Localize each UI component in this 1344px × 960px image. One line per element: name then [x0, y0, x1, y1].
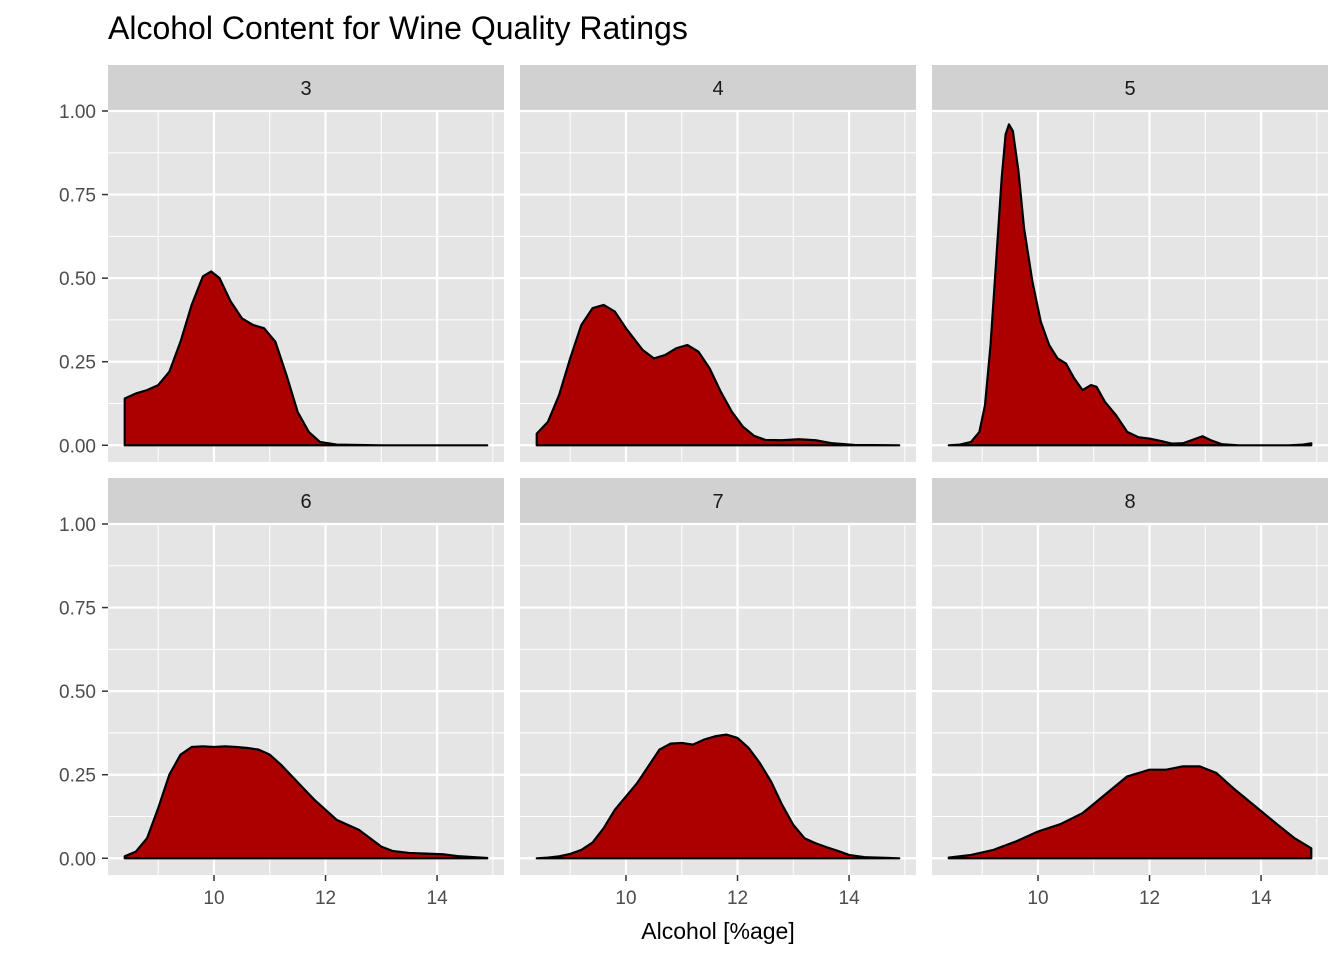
x-tick-label: 12: [1139, 888, 1160, 909]
facet-strip-label: 5: [1124, 78, 1135, 100]
facet-panel-6: 6 0.00 0.25 0.50 0.75 1.00 10 12 14: [59, 478, 504, 909]
facet-panel-5: 5: [932, 65, 1328, 462]
density-area: [535, 733, 901, 860]
facet-strip-label: 3: [300, 78, 311, 100]
facet-panel-4: 4: [520, 65, 916, 462]
x-axis-label: Alcohol [%age]: [641, 918, 794, 944]
density-area: [123, 745, 489, 860]
facet-strip: [520, 65, 916, 111]
density-area: [947, 123, 1313, 447]
density-area: [535, 303, 901, 447]
y-tick-label: 0.50: [59, 682, 96, 703]
y-tick-label: 0.75: [59, 599, 96, 620]
y-tick-label: 0.00: [59, 849, 96, 870]
x-tick-label: 10: [615, 888, 636, 909]
x-tick-label: 14: [839, 888, 861, 909]
density-area: [947, 765, 1313, 860]
y-tick-label: 0.25: [59, 353, 96, 374]
y-tick-label: 0.25: [59, 766, 96, 787]
x-tick-label: 12: [315, 888, 336, 909]
y-tick-label: 1.00: [59, 102, 96, 123]
facet-strip-label: 6: [300, 491, 311, 513]
chart-title: Alcohol Content for Wine Quality Ratings: [108, 10, 688, 46]
facet-strip-label: 7: [712, 491, 723, 513]
x-tick-label: 12: [727, 888, 748, 909]
x-tick-label: 10: [203, 888, 224, 909]
x-tick-label: 14: [1251, 888, 1273, 909]
facet-panel-7: 7 10 12 14: [520, 478, 916, 909]
panels-layer: 3 0.00 0.25 0.50 0.75 1.00 4 5 6 0.00 0.25 0.50 0.75…: [59, 65, 1328, 909]
facet-strip-label: 8: [1124, 491, 1135, 513]
facet-strip: [520, 478, 916, 524]
facet-strip: [108, 478, 504, 524]
x-tick-label: 10: [1027, 888, 1048, 909]
y-tick-label: 0.75: [59, 186, 96, 207]
x-tick-label: 14: [427, 888, 449, 909]
facet-panel-3: 3 0.00 0.25 0.50 0.75 1.00: [59, 65, 504, 462]
facet-strip-label: 4: [712, 78, 723, 100]
y-tick-label: 0.50: [59, 269, 96, 290]
y-tick-label: 0.00: [59, 436, 96, 457]
facet-strip: [108, 65, 504, 111]
facet-strip: [932, 65, 1328, 111]
facet-strip: [932, 478, 1328, 524]
y-tick-label: 1.00: [59, 515, 96, 536]
density-area: [123, 270, 489, 447]
facet-panel-8: 8 10 12 14: [932, 478, 1328, 909]
